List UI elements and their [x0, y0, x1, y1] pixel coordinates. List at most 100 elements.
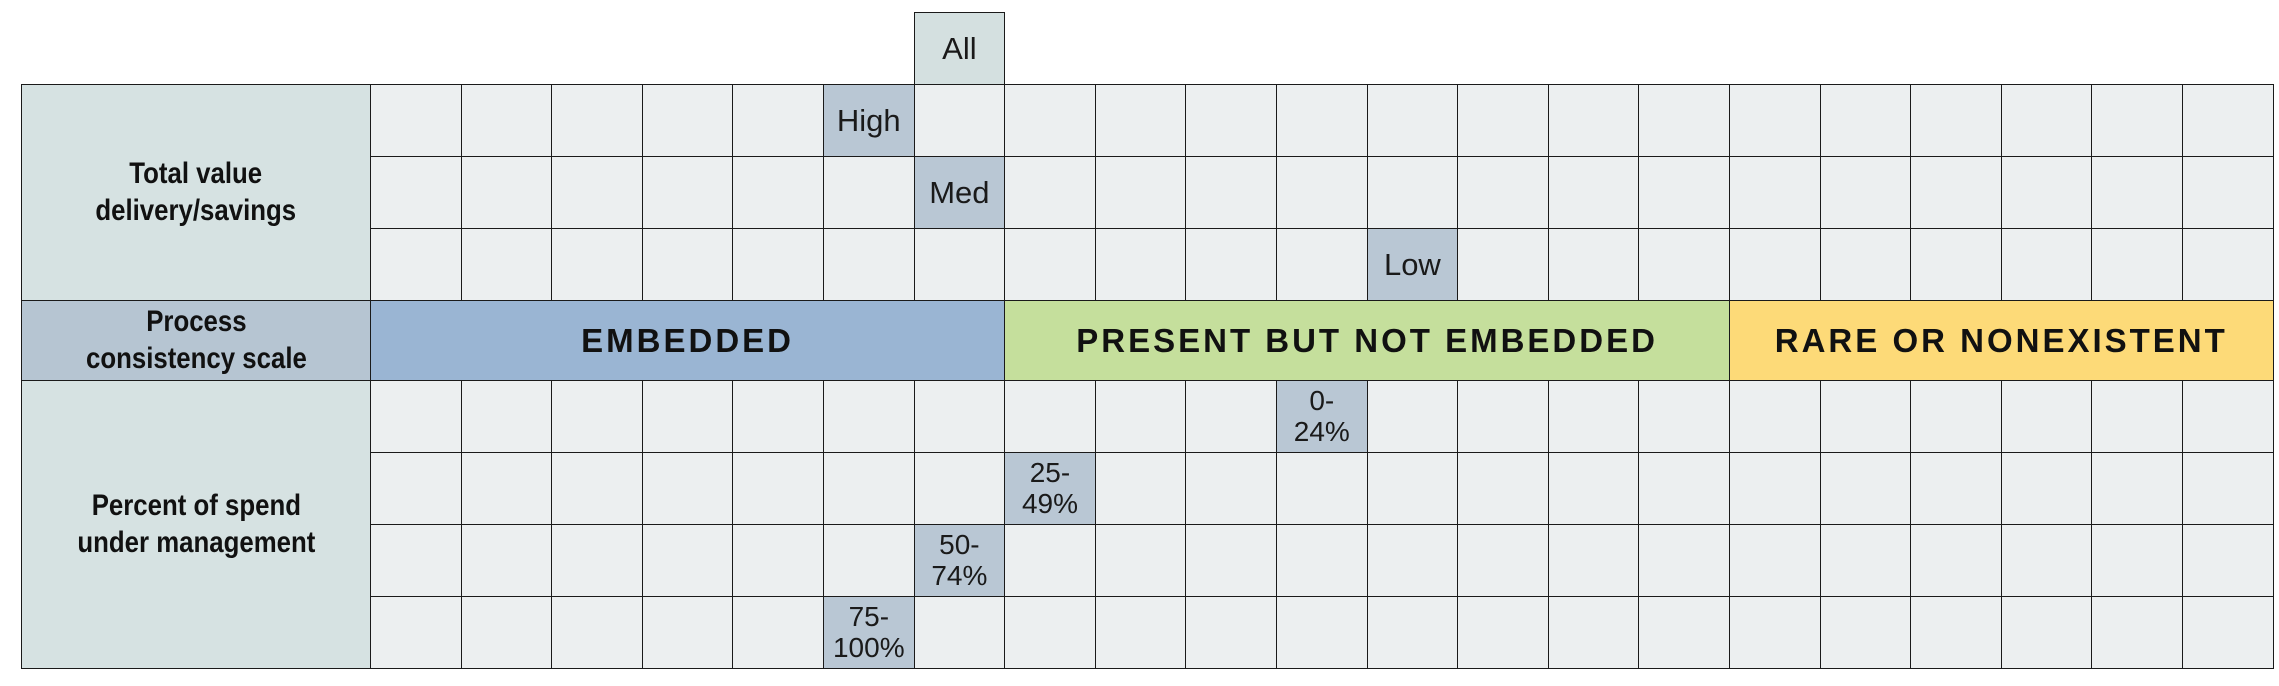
grid-cell — [1457, 524, 1549, 597]
grid-cell — [2182, 156, 2274, 229]
grid-cell — [641, 84, 734, 157]
grid-cell — [1729, 380, 1821, 453]
grid-cell — [1094, 84, 1187, 157]
grid-cell — [370, 156, 462, 229]
grid-cell — [460, 452, 553, 525]
grid-cell — [1366, 156, 1459, 229]
grid-cell — [1457, 452, 1549, 525]
grid-cell — [460, 228, 553, 301]
grid-cell — [2182, 228, 2274, 301]
grid-cell — [1819, 380, 1912, 453]
grid-cell — [1910, 524, 2002, 597]
grid-cell — [913, 596, 1006, 669]
grid-cell — [1185, 156, 1277, 229]
grid-cell — [1457, 228, 1549, 301]
grid-cell — [641, 452, 734, 525]
grid-cell — [1729, 228, 1821, 301]
grid-cell — [1729, 156, 1821, 229]
grid-cell — [370, 452, 462, 525]
marker-spend-0-24: 0- 24% — [1276, 380, 1368, 453]
marker-spend-25-49: 25- 49% — [1004, 452, 1096, 525]
grid-cell — [1185, 452, 1277, 525]
grid-cell — [1457, 84, 1549, 157]
grid-cell — [1547, 380, 1640, 453]
grid-cell — [2182, 84, 2274, 157]
grid-cell — [1094, 596, 1187, 669]
grid-cell — [1185, 228, 1277, 301]
grid-cell — [2000, 380, 2093, 453]
grid-cell — [2000, 228, 2093, 301]
grid-cell — [732, 380, 824, 453]
grid-cell — [1819, 228, 1912, 301]
grid-cell — [2091, 596, 2183, 669]
grid-cell — [1185, 524, 1277, 597]
grid-cell — [1094, 452, 1187, 525]
grid-cell — [823, 156, 915, 229]
grid-cell — [1547, 524, 1640, 597]
grid-cell — [2000, 524, 2093, 597]
grid-cell — [1004, 380, 1096, 453]
grid-cell — [370, 596, 462, 669]
grid-cell — [2091, 524, 2183, 597]
grid-cell — [1094, 524, 1187, 597]
grid-cell — [2091, 452, 2183, 525]
grid-cell — [1638, 156, 1730, 229]
grid-cell — [1004, 228, 1096, 301]
grid-cell — [641, 380, 734, 453]
grid-cell — [1366, 84, 1459, 157]
grid-cell — [1910, 380, 2002, 453]
grid-cell — [2000, 452, 2093, 525]
grid-cell — [370, 380, 462, 453]
grid-cell — [1910, 596, 2002, 669]
grid-cell — [1366, 596, 1459, 669]
grid-cell — [460, 524, 553, 597]
grid-cell — [551, 524, 643, 597]
marker-value-high: High — [823, 84, 915, 157]
grid-cell — [551, 228, 643, 301]
grid-cell — [1366, 452, 1459, 525]
grid-cell — [1547, 596, 1640, 669]
band-embedded: EMBEDDED — [370, 300, 1006, 381]
grid-cell — [1004, 156, 1096, 229]
grid-cell — [1457, 156, 1549, 229]
grid-cell — [2000, 84, 2093, 157]
grid-cell — [1729, 452, 1821, 525]
grid-cell — [1276, 452, 1368, 525]
grid-cell — [460, 156, 553, 229]
grid-cell — [1547, 228, 1640, 301]
grid-cell — [1185, 380, 1277, 453]
grid-cell — [1457, 596, 1549, 669]
grid-cell — [2182, 524, 2274, 597]
grid-cell — [732, 452, 824, 525]
grid-cell — [732, 524, 824, 597]
grid-cell — [913, 380, 1006, 453]
grid-cell — [1004, 84, 1096, 157]
grid-cell — [1276, 524, 1368, 597]
grid-cell — [1638, 380, 1730, 453]
grid-cell — [2000, 156, 2093, 229]
grid-cell — [823, 228, 915, 301]
grid-cell — [1366, 524, 1459, 597]
grid-cell — [732, 596, 824, 669]
grid-cell — [1819, 524, 1912, 597]
grid-cell — [551, 156, 643, 229]
grid-cell — [1366, 380, 1459, 453]
grid-cell — [1638, 596, 1730, 669]
grid-cell — [1276, 228, 1368, 301]
grid-cell — [913, 452, 1006, 525]
grid-cell — [2091, 84, 2183, 157]
grid-cell — [1094, 228, 1187, 301]
grid-cell — [551, 596, 643, 669]
grid-cell — [1185, 596, 1277, 669]
row-label-process-consistency: Process consistency scale — [21, 300, 371, 381]
grid-cell — [732, 228, 824, 301]
grid-cell — [2000, 596, 2093, 669]
grid-cell — [913, 84, 1006, 157]
grid-cell — [2091, 380, 2183, 453]
grid-cell — [1638, 524, 1730, 597]
grid-cell — [551, 380, 643, 453]
grid-cell — [1004, 596, 1096, 669]
grid-cell — [370, 84, 462, 157]
grid-cell — [1185, 84, 1277, 157]
grid-cell — [1638, 452, 1730, 525]
